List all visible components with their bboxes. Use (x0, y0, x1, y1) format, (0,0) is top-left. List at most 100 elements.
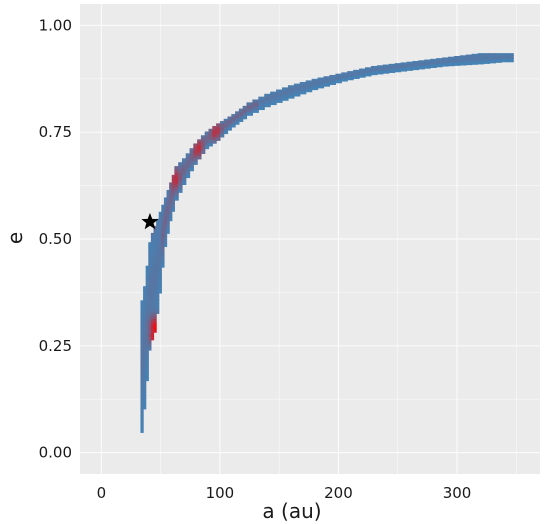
density-cell (406, 61, 414, 65)
density-cell (140, 336, 144, 341)
density-cell (145, 370, 149, 375)
density-cell (323, 82, 331, 87)
density-cell (140, 428, 144, 433)
density-cell (150, 281, 155, 286)
density-cell (293, 92, 301, 97)
density-cell (150, 288, 155, 293)
density-cell (150, 278, 155, 283)
density-cell (216, 126, 221, 131)
density-cell (171, 177, 175, 182)
density-cell (156, 299, 160, 304)
density-cell (140, 370, 144, 375)
density-cell (166, 216, 170, 221)
density-cell (171, 207, 175, 212)
density-cell (163, 239, 168, 244)
density-cell (171, 183, 175, 188)
density-cell (163, 229, 168, 234)
density-cell (150, 237, 155, 242)
x-tick-label: 200 (324, 484, 353, 502)
density-cell (185, 170, 191, 175)
density-cell (495, 55, 502, 60)
density-cell (143, 333, 147, 338)
density-cell (200, 139, 206, 144)
density-cell (143, 286, 147, 290)
density-cell (148, 285, 152, 290)
density-cell (424, 64, 431, 69)
density-cell (143, 326, 147, 331)
density-cell (311, 79, 319, 84)
density-cell (143, 364, 147, 369)
density-cell (145, 281, 149, 286)
density-cell (365, 67, 372, 70)
density-cell (143, 357, 147, 362)
density-cell (347, 71, 354, 74)
density-cell (148, 332, 152, 337)
density-cell (143, 398, 147, 403)
density-cell (148, 254, 152, 259)
density-cell (424, 59, 431, 62)
density-cell (400, 64, 408, 69)
density-cell (223, 123, 229, 128)
density-cell (140, 398, 144, 403)
density-cell (156, 248, 160, 253)
density-cell (153, 253, 157, 258)
density-cell (148, 298, 152, 303)
density-cell (140, 411, 144, 416)
density-cell (246, 104, 253, 109)
density-cell (150, 232, 155, 235)
density-cell (140, 340, 144, 345)
density-cell (200, 136, 206, 141)
density-cell (171, 180, 175, 185)
density-cell (143, 316, 147, 321)
density-cell (169, 189, 173, 194)
density-cell (448, 58, 455, 63)
density-cell (270, 94, 277, 99)
density-cell (148, 257, 152, 262)
density-cell (158, 224, 162, 229)
density-cell (140, 381, 144, 386)
density-cell (293, 89, 301, 94)
density-cell (227, 116, 232, 121)
density-cell (150, 274, 155, 279)
density-cell (161, 256, 165, 261)
density-cell (140, 322, 144, 327)
density-cell (299, 82, 307, 85)
density-cell (311, 82, 319, 87)
density-cell (148, 322, 152, 327)
density-cell (169, 203, 173, 208)
density-cell (181, 177, 187, 182)
density-cell (219, 126, 225, 131)
density-cell (388, 63, 396, 67)
density-cell (163, 225, 168, 230)
density-cell (235, 117, 240, 122)
density-cell (150, 291, 155, 296)
density-cell (150, 298, 155, 303)
density-cell (158, 211, 162, 215)
density-cell (161, 226, 165, 231)
density-cell (208, 128, 213, 133)
density-cell (145, 325, 149, 330)
density-cell (189, 160, 194, 165)
density-cell (140, 391, 144, 396)
density-cell (150, 322, 155, 327)
density-cell (158, 255, 162, 260)
density-cell (158, 227, 162, 233)
density-cell (287, 87, 295, 92)
density-cell (156, 238, 160, 243)
density-cell (143, 388, 147, 393)
density-cell (171, 194, 175, 199)
density-cell (148, 319, 152, 324)
density-cell (178, 188, 183, 193)
density-cell (158, 231, 162, 236)
density-cell (282, 89, 289, 94)
density-cell (193, 157, 198, 162)
x-axis-title: a (au) (262, 499, 321, 523)
density-cell (143, 367, 147, 372)
density-cell (145, 271, 149, 276)
density-cell (153, 239, 157, 244)
density-cell (252, 102, 259, 107)
x-tick-label: 100 (206, 484, 235, 502)
density-cell (311, 86, 319, 91)
density-cell (212, 136, 217, 141)
density-cell (148, 261, 152, 266)
